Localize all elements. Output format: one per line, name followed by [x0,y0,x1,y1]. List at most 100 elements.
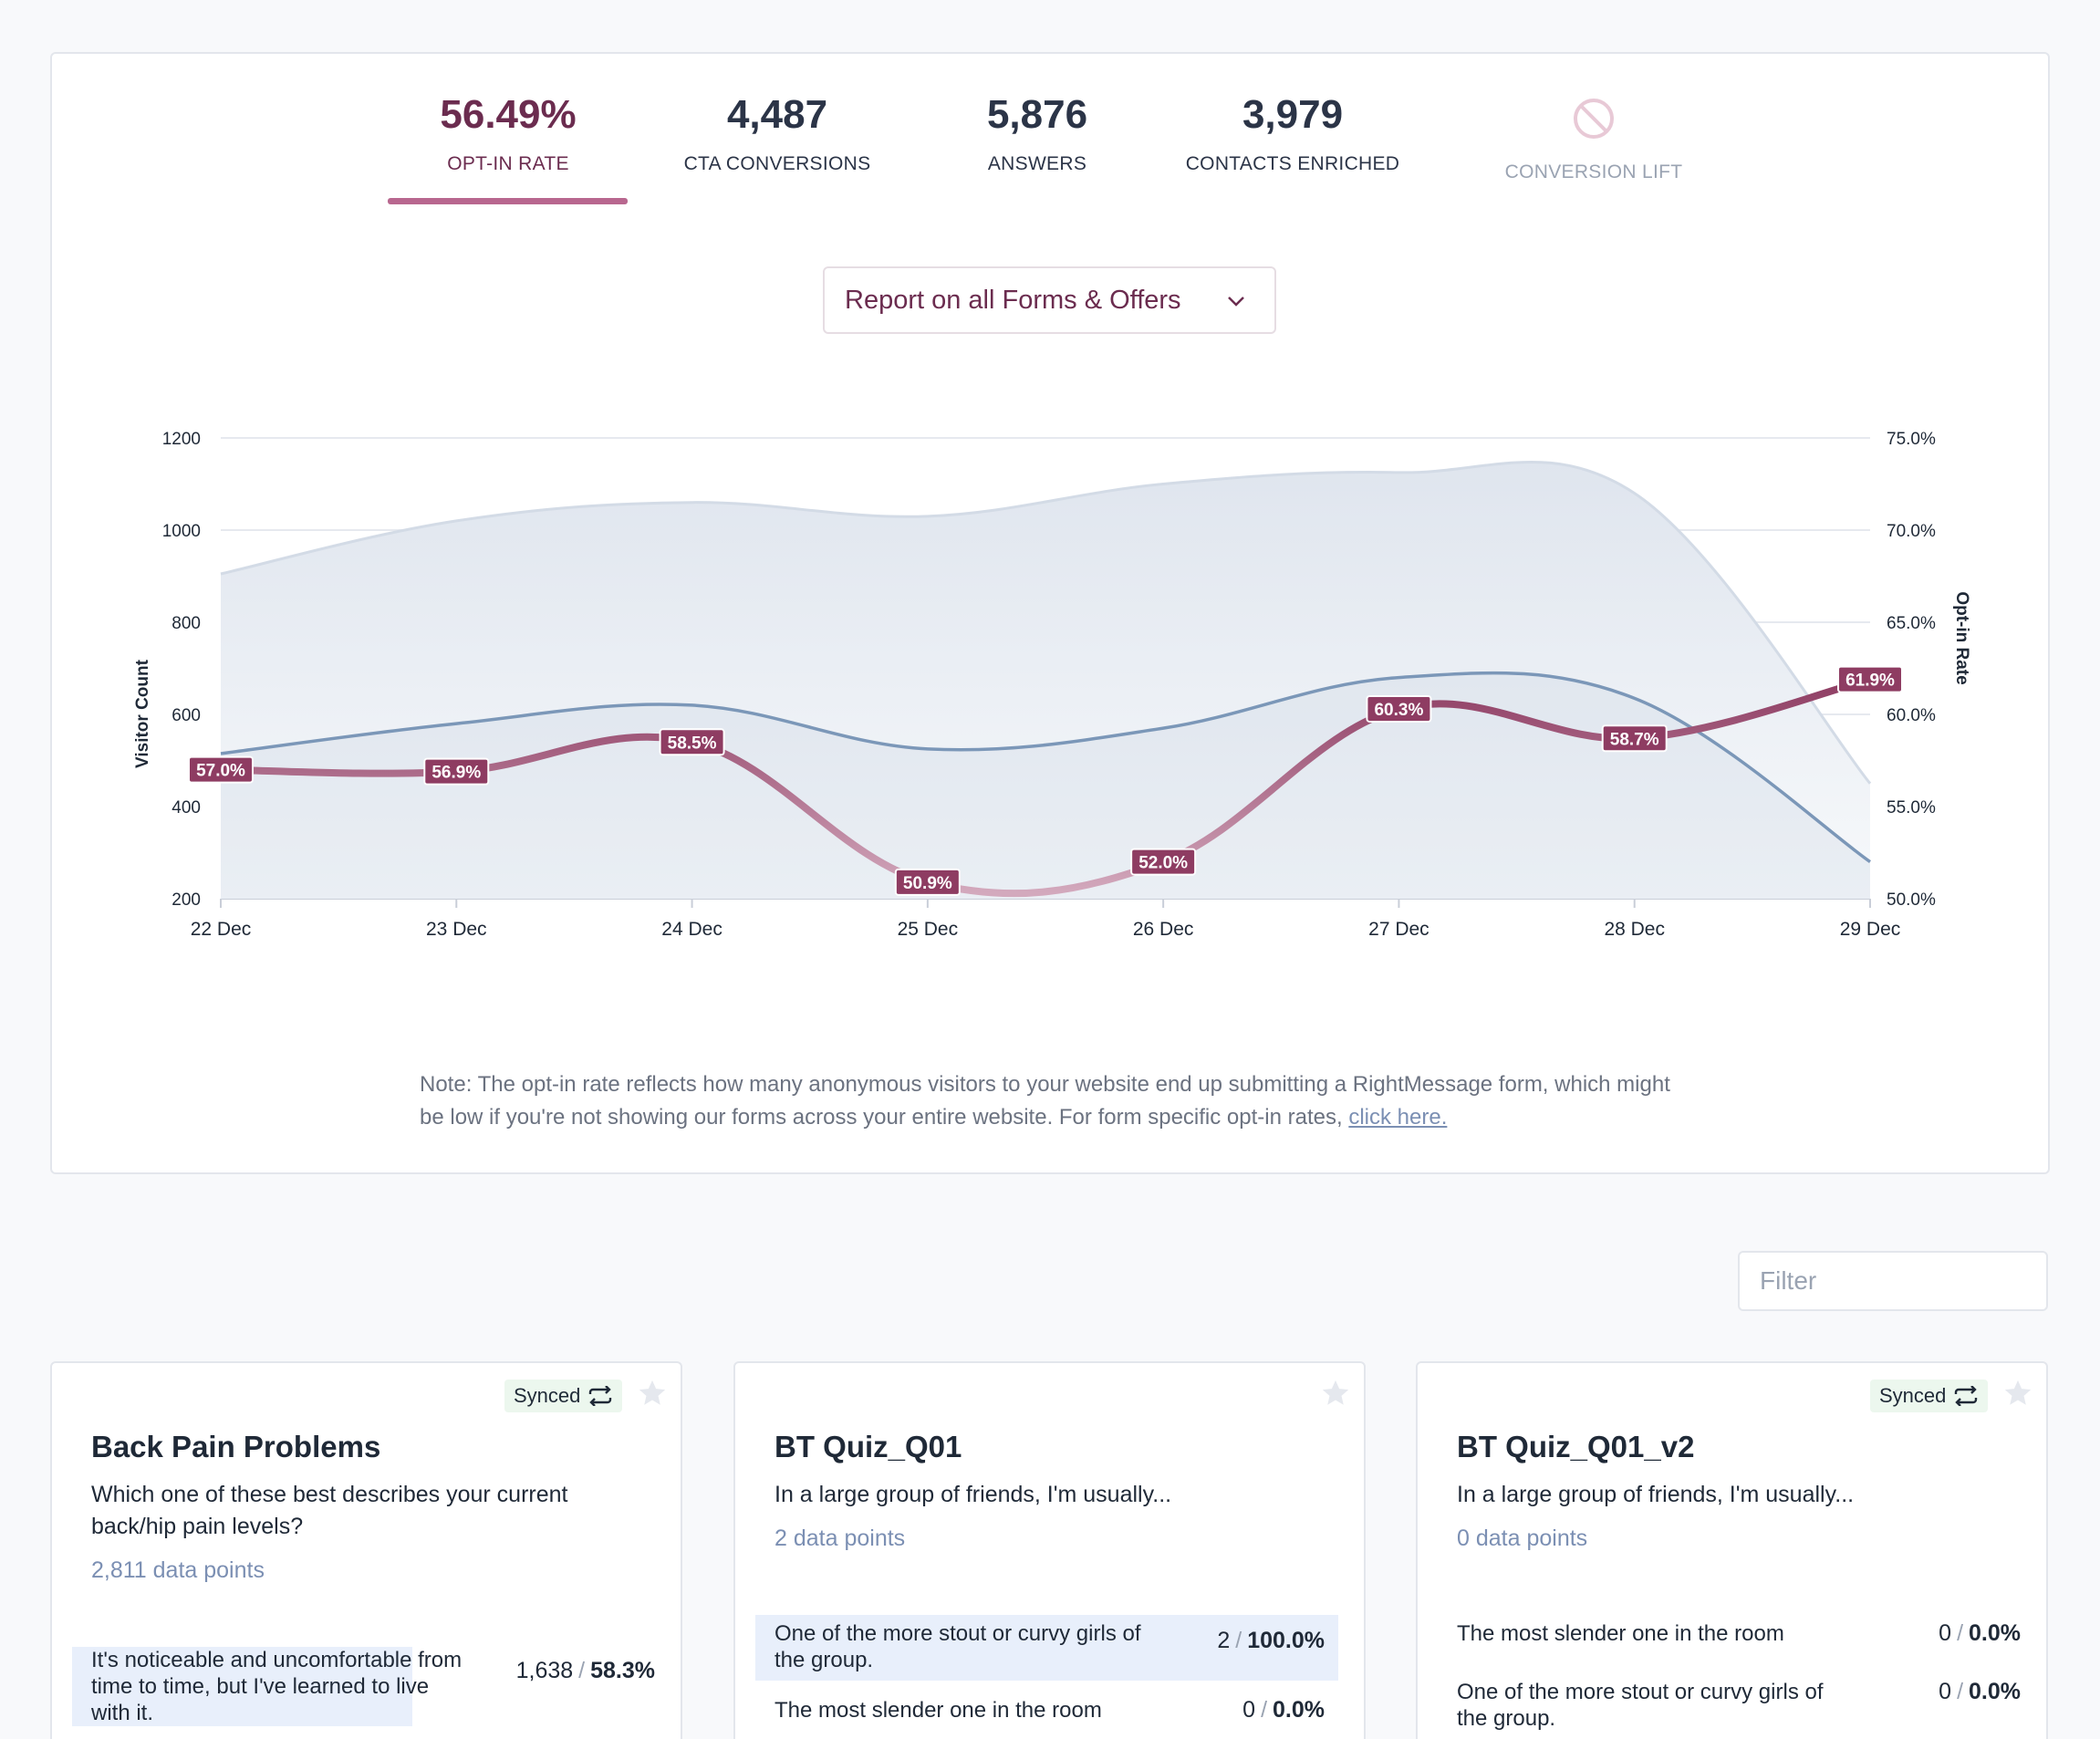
answer-row: The most slender one in the room 0/0.0% [755,1697,1338,1723]
metric-tabs: 56.49% OPT-IN RATE 4,487 CTA CONVERSIONS… [52,54,2048,209]
visitor-count-area [221,462,1870,899]
star-icon[interactable] [2002,1378,2033,1409]
opt-in-data-label: 58.5% [668,734,717,753]
report-selector-dropdown[interactable]: Report on all Forms & Offers [823,266,1276,334]
answer-row: It's noticeable and uncomfortable from t… [72,1647,655,1726]
synced-badge: Synced [504,1380,623,1412]
visitor-count-line [220,461,1872,785]
card-title: Back Pain Problems [91,1430,381,1463]
opt-in-data-label-box [1130,848,1197,876]
report-panel: 56.49% OPT-IN RATE 4,487 CTA CONVERSIONS… [50,52,2050,1174]
answer-row: The most slender one in the room 0/0.0% [1438,1620,2021,1647]
contacts-enriched-value: 3,979 [1242,92,1344,137]
opt-in-data-label-box [423,757,490,786]
card-question: Which one of these best describes your c… [91,1482,568,1539]
opt-in-data-label-box [659,728,725,756]
star-icon[interactable] [637,1378,668,1409]
x-tick-label: 26 Dec [1133,919,1194,940]
synced-label: Synced [514,1384,581,1407]
ban-icon [1574,99,1614,139]
card-title: BT Quiz_Q01 [775,1430,962,1463]
sync-icon [1955,1386,1978,1406]
answer-text: One of the more stout or curvy girls of … [775,1621,1141,1672]
report-selector-label: Report on all Forms & Offers [845,285,1181,315]
opt-in-data-label-box [894,868,961,896]
x-tick-label: 28 Dec [1604,919,1665,940]
click-here-link[interactable]: click here. [1348,1105,1448,1130]
question-card[interactable]: Synced Back Pain Problems Which one of t… [50,1361,682,1739]
answer-text: One of the more stout or curvy girls of … [1457,1680,1824,1731]
conversions-line [220,671,1871,864]
chevron-down-icon [1228,297,1244,307]
synced-label: Synced [1879,1384,1947,1407]
filter-input[interactable] [1738,1251,2048,1311]
y-right-tick-label: 60.0% [1887,706,1936,725]
card-data-points: 2,811 data points [91,1557,265,1583]
answer-stats: 0/0.0% [1242,1697,1325,1723]
opt-in-data-label: 57.0% [196,762,245,781]
answer-text: The most slender one in the room [1457,1621,1784,1646]
y-left-tick-label: 400 [172,798,201,817]
opt-in-data-label-box [1366,694,1432,723]
y-left-tick-label: 200 [172,890,201,910]
answer-text: It's noticeable and uncomfortable from t… [91,1648,463,1725]
opt-in-data-label: 61.9% [1845,672,1895,691]
opt-in-data-label: 58.7% [1610,730,1659,749]
cta-conversions-label: CTA CONVERSIONS [683,153,871,174]
answer-stats: 0/0.0% [1939,1620,2021,1646]
tab-conversion-lift: CONVERSION LIFT [1484,97,1703,183]
note-text: Note: The opt-in rate reflects how many … [420,1072,1670,1130]
conversion-lift-label: CONVERSION LIFT [1504,161,1683,182]
y-right-tick-label: 50.0% [1887,890,1936,910]
y-left-tick-label: 1000 [162,522,201,541]
y-left-tick-label: 600 [172,706,201,725]
card-data-points: 0 data points [1457,1526,1588,1551]
tab-contacts-enriched[interactable]: 3,979 CONTACTS ENRICHED [1165,95,1420,175]
tab-answers[interactable]: 5,876 ANSWERS [964,95,1110,175]
answer-stats: 2/100.0% [1217,1628,1325,1653]
x-tick-label: 24 Dec [661,919,723,940]
opt-in-rate-note: Note: The opt-in rate reflects how many … [420,1068,1697,1134]
card-title: BT Quiz_Q01_v2 [1457,1430,1695,1463]
card-question: In a large group of friends, I'm usually… [775,1482,1172,1507]
opt-in-data-label-box [188,755,254,784]
opt-in-data-label-box [1837,665,1903,693]
opt-in-data-label: 56.9% [431,764,481,783]
y-right-tick-label: 70.0% [1887,522,1936,541]
y-right-tick-label: 75.0% [1887,430,1936,449]
answer-row: One of the more stout or curvy girls of … [755,1615,1338,1681]
active-tab-indicator [388,198,628,204]
answer-stats: 0/0.0% [1939,1679,2021,1704]
opt-in-rate-label: OPT-IN RATE [447,153,569,174]
opt-in-rate-line [217,675,1874,898]
answer-share-bar [72,1647,412,1726]
answer-share-bar [755,1615,1338,1681]
contacts-enriched-label: CONTACTS ENRICHED [1185,153,1400,174]
x-tick-label: 27 Dec [1368,919,1429,940]
x-tick-label: 29 Dec [1840,919,1901,940]
y-left-tick-label: 800 [172,614,201,633]
y-left-axis-label: Visitor Count [133,659,152,768]
sync-icon [589,1386,612,1406]
opt-in-data-label-box [1601,724,1668,753]
y-right-tick-label: 65.0% [1887,614,1936,633]
conversions-area [221,672,1870,899]
tab-opt-in-rate[interactable]: 56.49% OPT-IN RATE [435,95,581,175]
card-question: In a large group of friends, I'm usually… [1457,1482,1855,1507]
question-card[interactable]: BT Quiz_Q01 In a large group of friends,… [733,1361,1366,1739]
answers-value: 5,876 [986,92,1088,137]
answer-row: One of the more stout or curvy girls of … [1438,1679,2021,1732]
question-card[interactable]: Synced BT Quiz_Q01_v2 In a large group o… [1416,1361,2048,1739]
answer-stats: 1,638/58.3% [515,1658,655,1683]
opt-in-data-label: 60.3% [1374,701,1423,720]
card-data-points: 2 data points [775,1526,906,1551]
star-icon[interactable] [1320,1378,1351,1409]
tab-cta-conversions[interactable]: 4,487 CTA CONVERSIONS [677,95,878,175]
opt-in-data-label: 52.0% [1138,854,1188,873]
opt-in-rate-value: 56.49% [440,92,577,137]
opt-in-data-label: 50.9% [903,874,952,893]
y-right-axis-label: Opt-in Rate [1952,591,1971,684]
synced-badge: Synced [1870,1380,1989,1412]
x-tick-label: 22 Dec [191,919,252,940]
answers-label: ANSWERS [987,153,1087,174]
